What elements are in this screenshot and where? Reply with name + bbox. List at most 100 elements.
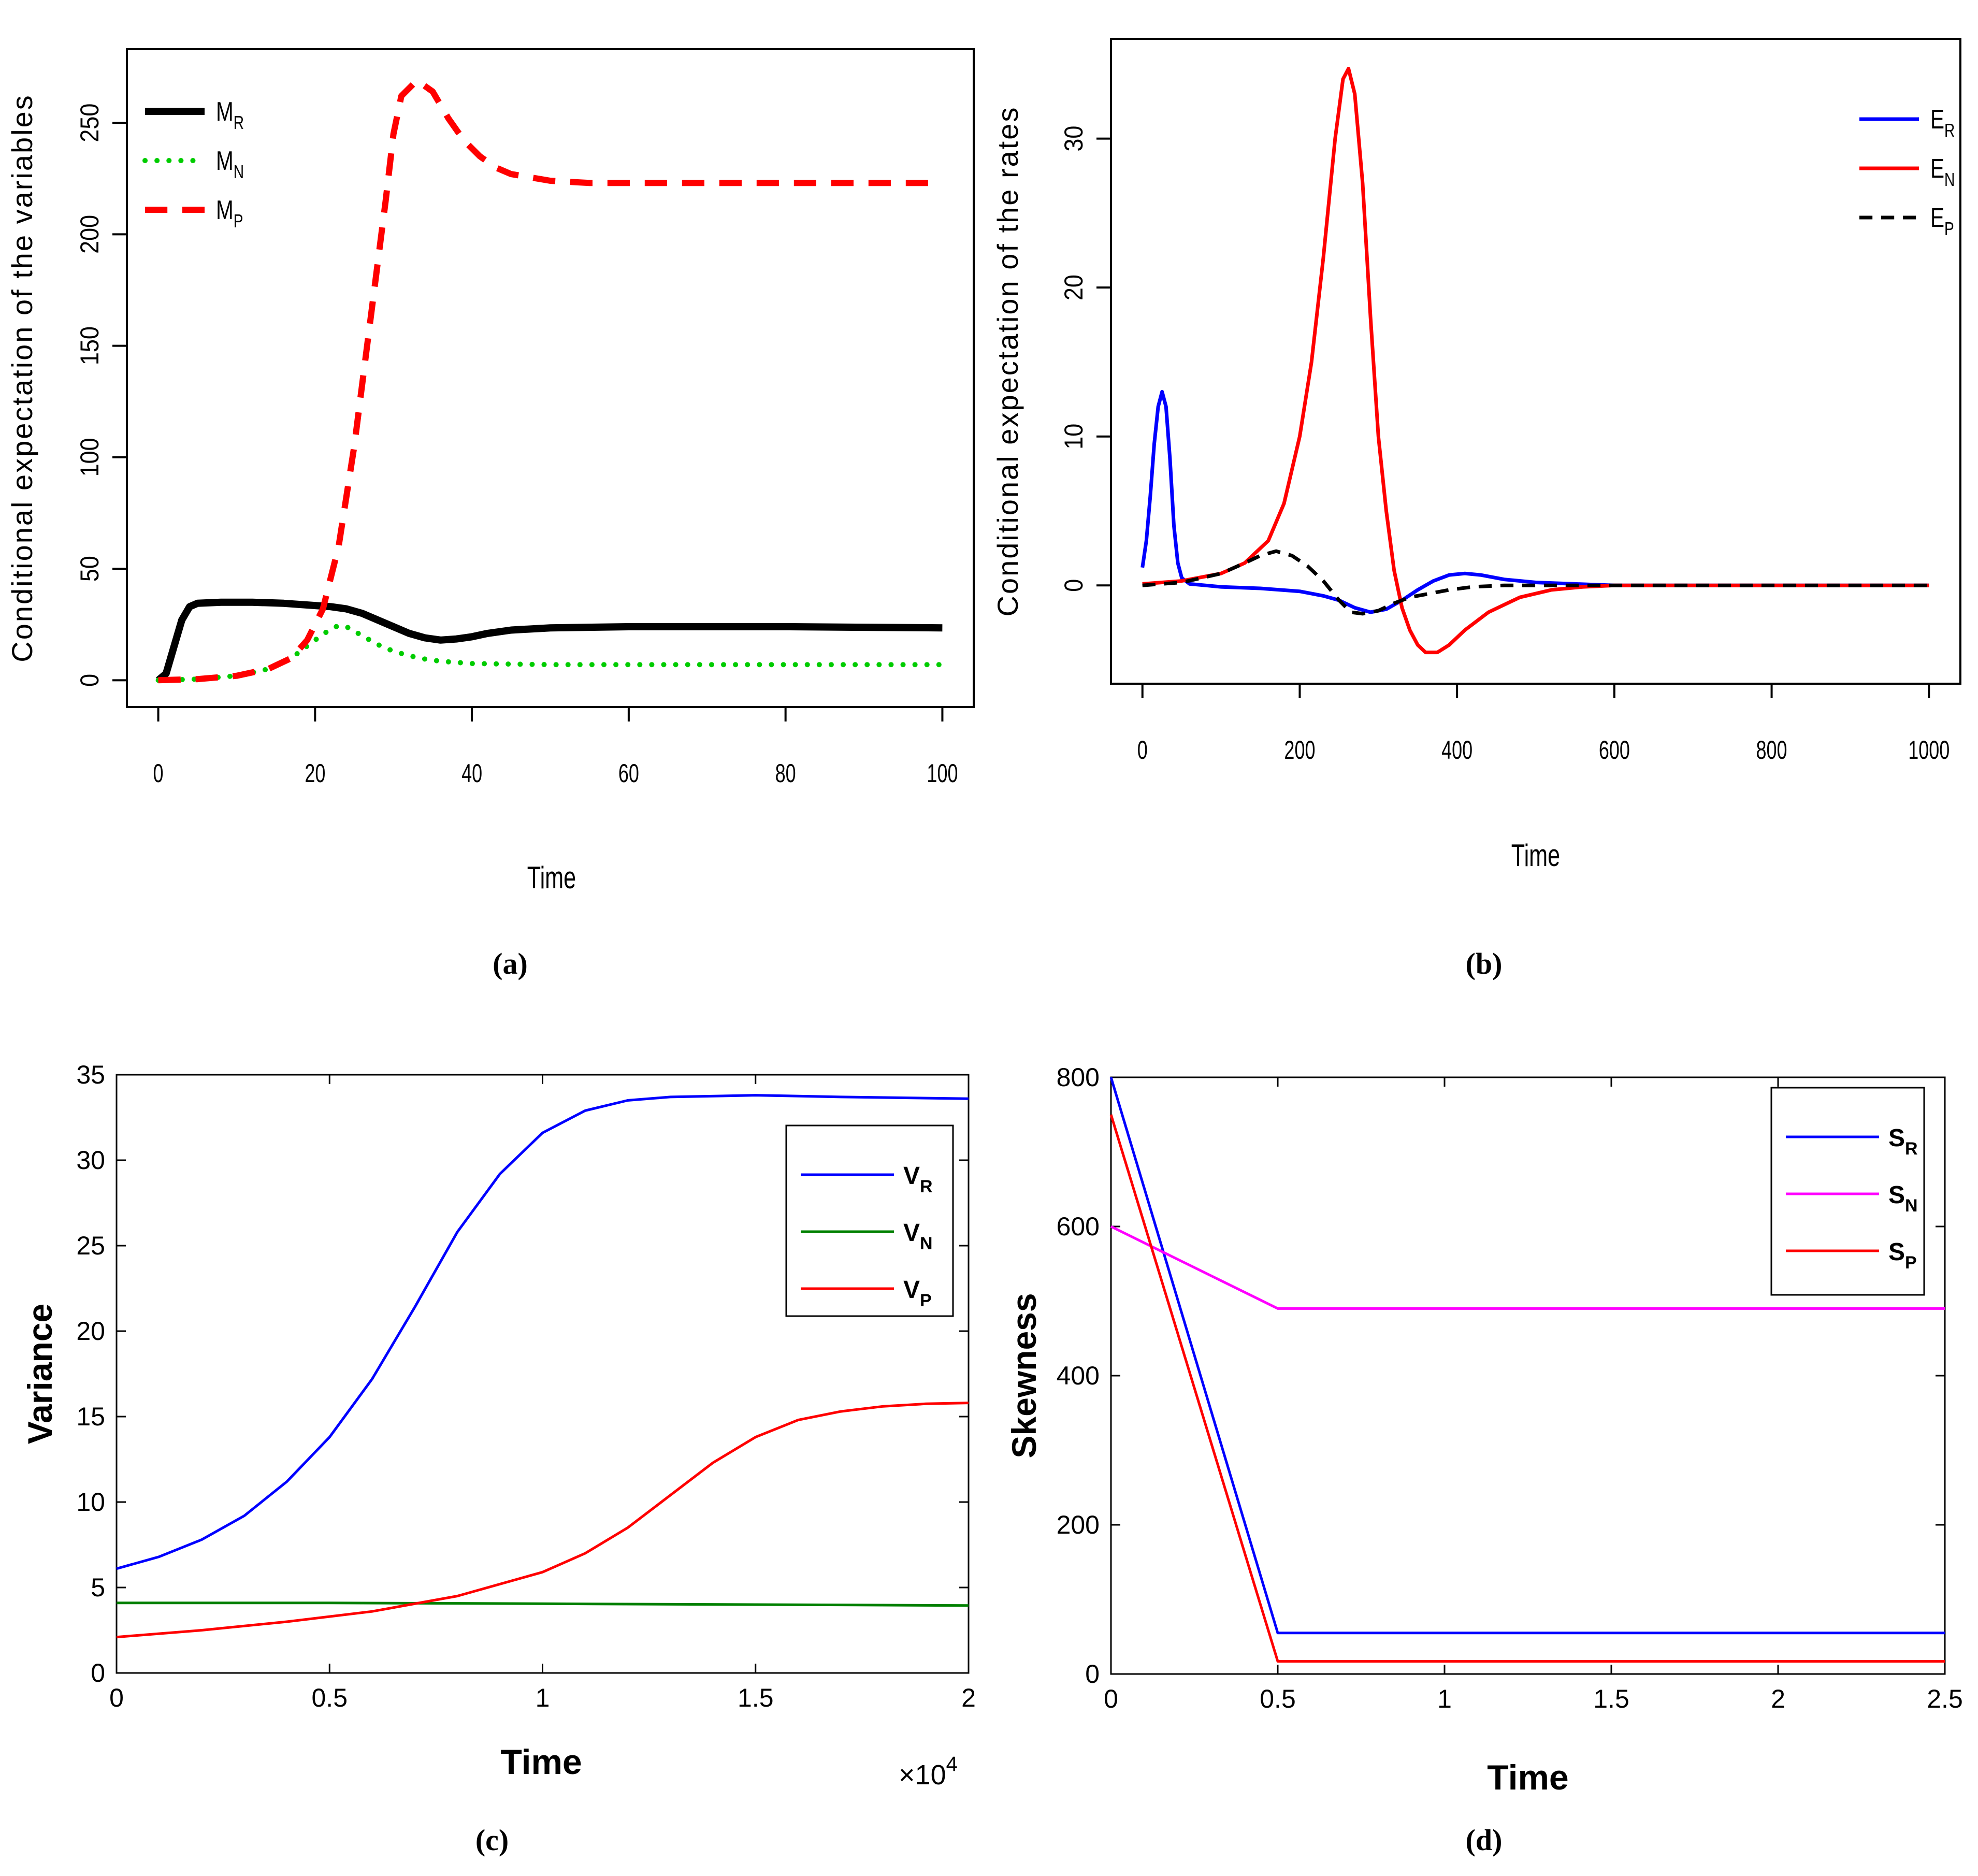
y-axis-label: Skewness — [1005, 1293, 1043, 1458]
y-tick-label: 800 — [1057, 1063, 1100, 1092]
series-line-vr — [116, 1094, 969, 1570]
y-tick-label: 200 — [76, 215, 105, 254]
x-tick-label: 0 — [1137, 736, 1148, 764]
x-tick-label: 0 — [153, 759, 164, 788]
legend-label-base: M — [216, 96, 234, 126]
legend-label: MN — [216, 146, 244, 182]
x-tick-label: 1 — [536, 1683, 550, 1712]
x-tick-label: 400 — [1441, 736, 1472, 764]
legend-label-subscript: P — [1944, 219, 1954, 239]
y-tick-label: 10 — [76, 1488, 105, 1517]
legend-label-subscript: N — [920, 1234, 933, 1253]
y-tick-label: 35 — [76, 1060, 105, 1089]
series-line-vp — [116, 1402, 969, 1639]
x-tick-label: 0 — [1104, 1684, 1118, 1713]
x-tick-label: 800 — [1756, 736, 1787, 764]
legend-label: MR — [216, 96, 244, 133]
legend-label-base: S — [1888, 1124, 1905, 1152]
legend-label: EN — [1930, 153, 1955, 190]
legend-label: EP — [1930, 203, 1954, 239]
plot-frame — [1110, 38, 1961, 685]
x-tick-label: 200 — [1284, 736, 1315, 764]
legend-label: VP — [903, 1276, 932, 1310]
legend-box — [1770, 1087, 1925, 1296]
series-line-er — [1140, 389, 1929, 614]
legend-label: ER — [1930, 104, 1955, 141]
legend-label-subscript: R — [920, 1177, 933, 1196]
legend-label: SP — [1888, 1238, 1917, 1273]
legend-label: VR — [903, 1162, 933, 1196]
x-tick-label: 60 — [618, 759, 639, 788]
x-tick-label: 1.5 — [738, 1683, 774, 1712]
series-line-sp — [1109, 1114, 1945, 1663]
x-scale-exponent: 4 — [946, 1753, 958, 1776]
y-tick-label: 10 — [1060, 424, 1089, 450]
series-line-mn — [155, 623, 945, 683]
legend-label: SN — [1888, 1181, 1918, 1216]
x-axis-label: Time — [1487, 1758, 1568, 1797]
x-tick-label: 0.5 — [1260, 1684, 1296, 1713]
x-tick-label: 2 — [1771, 1684, 1785, 1713]
legend-label-base: E — [1930, 104, 1944, 134]
x-tick-label: 2.5 — [1927, 1684, 1963, 1713]
legend-label-subscript: P — [1905, 1253, 1917, 1273]
y-tick-label: 0 — [76, 674, 105, 687]
x-axis-label: Time — [500, 1742, 582, 1782]
caption: (d) — [1466, 1823, 1503, 1857]
chart-a: 0 20 40 60 80 100 0 50 100 150 200 250 Time Condition… — [6, 48, 975, 896]
x-scale-label: ×104 — [899, 1753, 958, 1791]
x-scale-base: ×10 — [899, 1759, 946, 1791]
caption: (c) — [475, 1823, 509, 1857]
legend-label-base: S — [1888, 1238, 1905, 1266]
x-tick-label: 20 — [305, 759, 325, 788]
legend-label-subscript: N — [1944, 169, 1955, 190]
x-tick-label: 100 — [927, 759, 958, 788]
legend-label-base: V — [903, 1162, 920, 1190]
y-tick-label: 20 — [1060, 275, 1089, 300]
chart-c: 0 0.5 1 1.5 205101520253035×104TimeVarianceV… — [21, 1060, 976, 1791]
chart-b: 0 200 400 600 800 1000 0 10 20 30 Time Conditional … — [991, 38, 1961, 873]
series-line-vn — [117, 1601, 969, 1607]
chart-d: 0 0.5 1 1.5 2 2.50200400600800TimeSkewnessSRS… — [1005, 1063, 1963, 1797]
x-tick-label: 0 — [109, 1683, 124, 1712]
y-tick-label: 15 — [76, 1402, 105, 1431]
y-axis-label: Variance — [21, 1304, 59, 1445]
legend-label-base: V — [903, 1219, 920, 1247]
legend-label-subscript: P — [234, 211, 243, 232]
y-tick-label: 25 — [76, 1231, 105, 1260]
x-tick-label: 80 — [775, 759, 796, 788]
y-tick-label: 30 — [76, 1146, 105, 1175]
caption: (b) — [1466, 947, 1503, 980]
y-tick-label: 0 — [91, 1658, 105, 1687]
x-axis-label: Time — [1511, 839, 1560, 873]
x-tick-label: 600 — [1599, 736, 1630, 764]
x-axis-label: Time — [527, 861, 576, 896]
legend-label: MP — [216, 195, 243, 232]
plot-frame — [126, 48, 975, 708]
x-tick-label: 1 — [1437, 1684, 1452, 1713]
x-tick-label: 1.5 — [1593, 1684, 1629, 1713]
y-tick-label: 100 — [76, 438, 105, 477]
y-tick-label: 30 — [1060, 126, 1089, 152]
caption: (a) — [493, 947, 528, 980]
legend-label: VN — [903, 1219, 933, 1253]
y-tick-label: 50 — [76, 556, 105, 582]
y-tick-label: 5 — [91, 1573, 105, 1602]
legend-label: SR — [1888, 1124, 1918, 1159]
series-line-sr — [1109, 1077, 1945, 1635]
x-tick-label: 0.5 — [311, 1683, 348, 1712]
legend-label-base: S — [1888, 1181, 1905, 1209]
series-line-mr — [156, 598, 943, 683]
y-tick-label: 400 — [1057, 1361, 1100, 1390]
y-tick-label: 150 — [76, 326, 105, 365]
x-tick-label: 1000 — [1908, 736, 1950, 764]
y-tick-label: 0 — [1060, 579, 1089, 592]
y-axis-label: Conditional expectation of the rates — [991, 106, 1024, 617]
legend-label-subscript: P — [920, 1291, 932, 1310]
legend-label-base: E — [1930, 153, 1944, 183]
